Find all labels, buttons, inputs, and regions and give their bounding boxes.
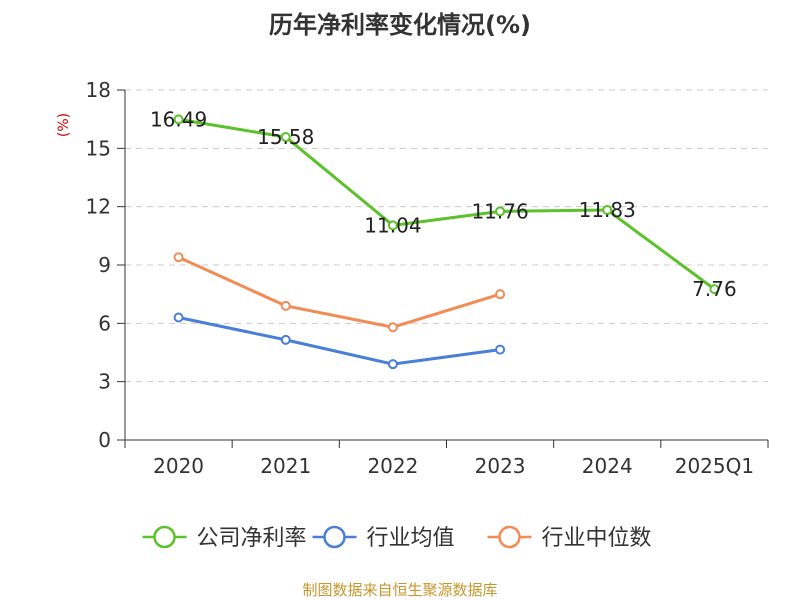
legend-entry-label: 行业中位数: [542, 526, 652, 551]
legend-swatch-marker: [153, 525, 176, 549]
data-point: [602, 204, 613, 215]
y-tick-label: 9: [98, 253, 111, 277]
y-tick-label: 18: [86, 78, 111, 102]
data-label: 11.76: [471, 199, 528, 223]
data-point: [173, 252, 184, 263]
series-line-2: [177, 255, 501, 329]
axes: 0 3 6 9 12 15 18 2020 2021 2022 2023 2024 2025Q1: [86, 78, 769, 478]
y-tick-label: 15: [86, 136, 111, 160]
series-group: [173, 114, 720, 370]
x-tick-label: 2024: [582, 454, 633, 478]
legend-entry-label: 公司净利率: [197, 526, 307, 551]
data-point: [280, 132, 291, 143]
legend-swatch-marker: [498, 525, 521, 549]
data-labels: 16.49 15.58 11.04 11.76 11.83 7.76: [150, 107, 737, 301]
data-label: 15.58: [257, 125, 314, 149]
data-point: [495, 289, 506, 300]
data-point: [709, 284, 720, 295]
series-line-0: [178, 117, 716, 291]
grid-lines: [125, 89, 768, 383]
data-point: [173, 312, 184, 323]
y-tick-label: 12: [86, 195, 111, 219]
data-point: [495, 206, 506, 217]
y-axis-label: (%): [56, 113, 72, 137]
y-tick-label: 0: [98, 428, 111, 452]
x-tick-label: 2022: [367, 454, 418, 478]
data-label: 11.04: [364, 213, 421, 237]
data-point: [495, 344, 506, 355]
x-tick-label: 2023: [475, 454, 526, 478]
data-point: [280, 300, 291, 311]
y-tick-label: 3: [98, 370, 111, 394]
x-tick-label: 2021: [260, 454, 311, 478]
y-tick-label: 6: [98, 311, 111, 335]
x-tick-label: 2020: [153, 454, 204, 478]
data-point: [280, 334, 291, 345]
data-point: [173, 114, 184, 125]
data-point: [387, 359, 398, 370]
data-label: 7.76: [692, 277, 737, 301]
legend-swatch-marker: [323, 525, 346, 549]
data-point: [387, 220, 398, 231]
data-label: 16.49: [150, 107, 207, 131]
legend: 公司净利率 行业均值 行业中位数: [142, 525, 652, 551]
data-label: 11.83: [579, 198, 636, 222]
data-point: [387, 322, 398, 333]
chart-title: 历年净利率变化情况(%): [269, 11, 531, 39]
series-line-1: [178, 316, 501, 366]
x-tick-label: 2025Q1: [675, 454, 754, 478]
legend-entry-label: 行业均值: [367, 526, 455, 551]
source-note: 制图数据来自恒生聚源数据库: [302, 581, 497, 599]
